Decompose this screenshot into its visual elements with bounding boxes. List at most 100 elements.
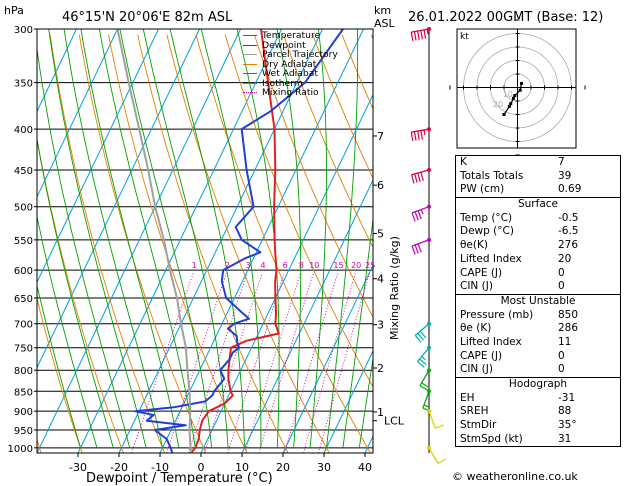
index-label: Lifted Index bbox=[460, 335, 522, 348]
isotherm-line bbox=[37, 29, 200, 369]
index-label: Lifted Index bbox=[460, 252, 522, 265]
index-label: SREH bbox=[460, 405, 489, 418]
temperature-tick-label: -20 bbox=[110, 461, 128, 474]
mixing-ratio-line bbox=[187, 272, 248, 453]
mixing-ratio-line bbox=[258, 272, 314, 453]
pressure-tick-label: 600 bbox=[14, 266, 33, 277]
wind-barb bbox=[422, 389, 432, 412]
barb-feather bbox=[420, 30, 423, 40]
dry-adiabat-line bbox=[283, 34, 373, 249]
barb-feather bbox=[417, 243, 422, 253]
asl-unit: ASL bbox=[374, 17, 396, 30]
profile-temperature bbox=[190, 29, 280, 453]
profiles bbox=[116, 29, 344, 453]
wet-adiabat-line bbox=[358, 355, 373, 448]
mixing-ratio-line bbox=[302, 272, 356, 453]
index-label: θe (K) bbox=[460, 322, 492, 335]
pressure-tick-label: 650 bbox=[14, 294, 33, 305]
isotherm-line bbox=[37, 29, 241, 453]
barb-dot bbox=[427, 321, 431, 326]
wind-barb bbox=[411, 237, 431, 255]
wind-barb bbox=[411, 204, 431, 222]
wind-barb bbox=[410, 127, 431, 142]
pressure-unit: hPa bbox=[4, 4, 24, 17]
mixing-ratio-label: 2 bbox=[225, 261, 230, 270]
index-row: Dewp (°C) -6.5 bbox=[456, 225, 620, 239]
barb-feather bbox=[437, 458, 447, 464]
barb-feather bbox=[426, 29, 429, 35]
barb-feather bbox=[423, 404, 429, 408]
index-value: 7 bbox=[558, 156, 565, 168]
index-label: Totals Totals bbox=[460, 169, 524, 182]
location-title: 46°15'N 20°06'E 82m ASL bbox=[62, 10, 233, 25]
index-value: 286 bbox=[558, 322, 579, 335]
indices-panel: K 7 Totals Totals 39 PW (cm) 0.69 Surface Tem… bbox=[455, 155, 621, 448]
pressure-tick-label: 500 bbox=[14, 203, 33, 214]
index-row: CAPE (J) 0 bbox=[456, 267, 620, 281]
dry-adiabat-line bbox=[312, 34, 373, 180]
isotherm-line bbox=[37, 29, 77, 113]
temperature-tick-label: 40 bbox=[358, 461, 372, 474]
index-label: CIN (J) bbox=[460, 280, 493, 293]
x-axis-label: Dewpoint / Temperature (°C) bbox=[86, 471, 273, 486]
hodograph-ring-label: 10 bbox=[503, 90, 513, 99]
barb-feather bbox=[417, 210, 422, 220]
wet-adiabat-line bbox=[80, 29, 180, 448]
dry-adiabat-line bbox=[37, 296, 83, 453]
index-value: 11 bbox=[558, 335, 572, 348]
barb-dot bbox=[427, 389, 431, 394]
pressure-tick-label: 700 bbox=[14, 320, 33, 331]
index-label: Dewp (°C) bbox=[460, 225, 514, 238]
pressure-tick-label: 850 bbox=[14, 387, 33, 398]
legend-item: Dewpoint bbox=[243, 40, 338, 51]
index-row: CAPE (J) 0 bbox=[456, 350, 620, 364]
axes: 1 2 3 4 6 8 10 15 20 2530035040045050055060065070… bbox=[8, 25, 405, 474]
index-label: Pressure (mb) bbox=[460, 308, 534, 321]
dry-adiabat-line bbox=[137, 34, 289, 453]
wind-barb bbox=[427, 409, 444, 429]
hodograph-point bbox=[518, 88, 522, 92]
index-value: 0 bbox=[558, 280, 565, 293]
pressure-tick-label: 900 bbox=[14, 407, 33, 418]
mixing-ratio-label: 25 bbox=[365, 261, 375, 270]
dry-adiabat-line bbox=[224, 34, 373, 388]
wet-adiabat-line bbox=[37, 214, 98, 448]
index-row: Lifted Index 20 bbox=[456, 253, 620, 267]
wet-adiabat-line bbox=[342, 215, 373, 448]
barb-feather bbox=[419, 358, 427, 366]
barb-feather bbox=[410, 132, 414, 142]
barb-feather bbox=[423, 29, 427, 39]
temperature-tick-label: 20 bbox=[276, 461, 290, 474]
hodograph-unit: kt bbox=[460, 32, 469, 42]
mixing-ratio-label: 1 bbox=[192, 261, 197, 270]
barb-feather bbox=[417, 332, 424, 341]
legend-item: Mixing Ratio bbox=[243, 88, 338, 98]
legend-item: Wet Adiabat bbox=[243, 69, 338, 79]
index-label: CAPE (J) bbox=[460, 266, 503, 279]
height-tick-label: 4 bbox=[377, 273, 384, 286]
index-row: StmDir 35° bbox=[456, 419, 620, 433]
profile-parcel-trajectory bbox=[116, 29, 192, 453]
barb-feather bbox=[411, 174, 415, 184]
index-value: 39 bbox=[558, 169, 572, 182]
mixing-ratio-label: 20 bbox=[351, 261, 361, 270]
index-row: Pressure (mb) 850 bbox=[456, 309, 620, 323]
isotherm-line bbox=[241, 178, 373, 453]
index-label: K bbox=[460, 156, 467, 168]
index-row: θe(K) 276 bbox=[456, 239, 620, 253]
barb-shaft bbox=[428, 410, 436, 429]
wind-barbs bbox=[410, 27, 447, 464]
barb-feather bbox=[420, 172, 424, 182]
hodograph-point bbox=[520, 81, 524, 85]
barb-feather bbox=[414, 211, 419, 221]
isotherm-line bbox=[37, 29, 159, 284]
isotherm-line bbox=[282, 264, 373, 453]
index-row: Totals Totals 39 bbox=[456, 170, 620, 184]
pressure-tick-label: 1000 bbox=[8, 444, 33, 455]
index-row: CIN (J) 0 bbox=[456, 363, 620, 377]
km-unit: km bbox=[374, 4, 391, 17]
barb-dot bbox=[427, 127, 431, 132]
isotherm-line bbox=[37, 29, 118, 198]
